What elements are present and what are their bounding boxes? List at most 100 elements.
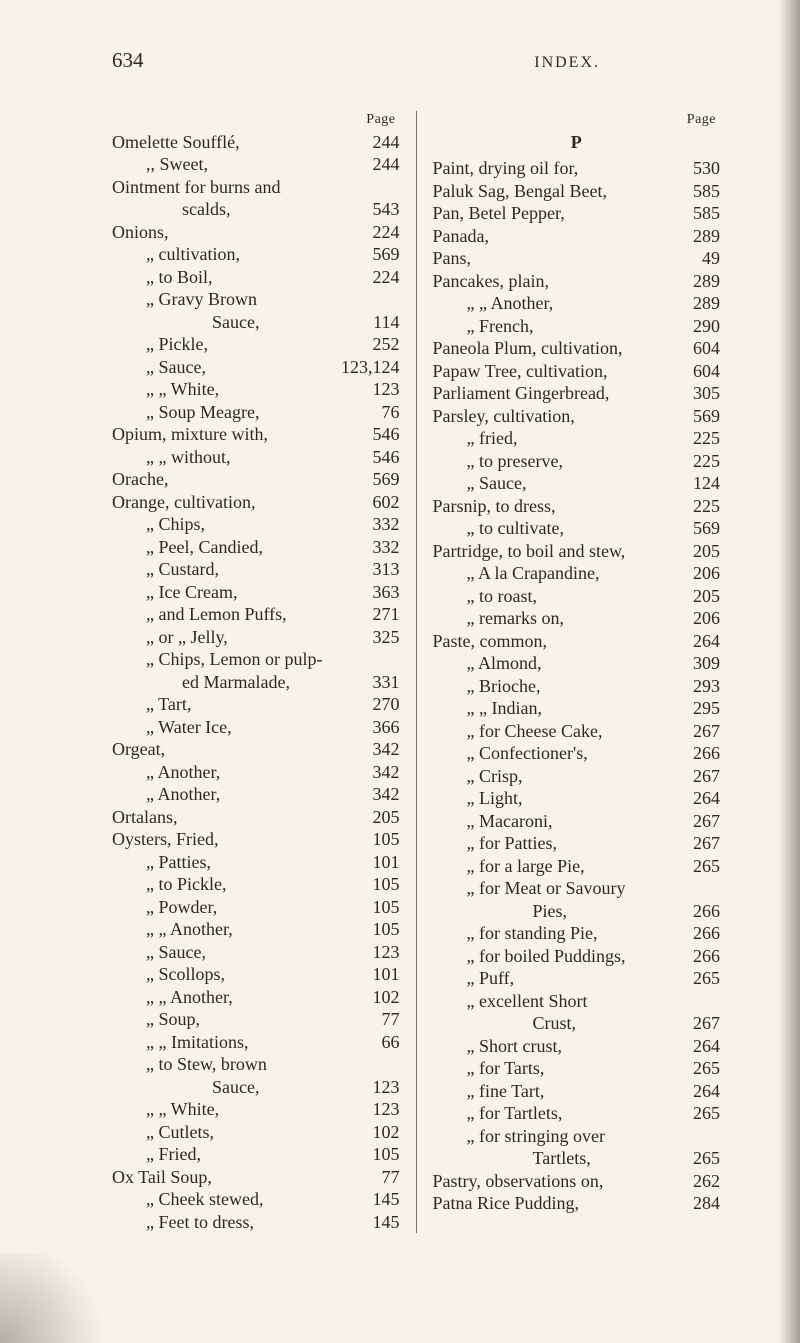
entry-label: Parsley, cultivation, [433, 405, 681, 428]
entry-label: „ Almond, [433, 652, 681, 675]
entry-label: Pans, [433, 247, 681, 270]
entry-label: „ Peel, Candied, [112, 536, 360, 559]
entry-page: 105 [360, 828, 400, 851]
entry-label: „ for stringing over [433, 1125, 681, 1148]
entry-page: 101 [360, 963, 400, 986]
entry-label: „ Powder, [112, 896, 360, 919]
index-entry: „ Patties,101 [112, 851, 400, 874]
entry-label: Omelette Soufflé, [112, 131, 360, 154]
entry-label: „ Macaroni, [433, 810, 681, 833]
entry-label: Paint, drying oil for, [433, 157, 681, 180]
index-entry: Ortalans,205 [112, 806, 400, 829]
index-entry: „ to Stew, brown [112, 1053, 400, 1076]
index-entry: „ and Lemon Puffs,271 [112, 603, 400, 626]
index-entry: Pan, Betel Pepper,585 [433, 202, 721, 225]
entry-label: „ A la Crapandine, [433, 562, 681, 585]
entry-page: 290 [680, 315, 720, 338]
index-entry: „ for standing Pie,266 [433, 922, 721, 945]
index-entry: „ Fried,105 [112, 1143, 400, 1166]
index-entry: Parsnip, to dress,225 [433, 495, 721, 518]
entry-page: 569 [360, 243, 400, 266]
index-entry: Oysters, Fried,105 [112, 828, 400, 851]
entry-page: 77 [360, 1008, 400, 1031]
entry-page: 530 [680, 157, 720, 180]
entry-label: „ for a large Pie, [433, 855, 681, 878]
entry-label: Orgeat, [112, 738, 360, 761]
index-entry: „ to preserve,225 [433, 450, 721, 473]
entry-label: scalds, [112, 198, 360, 221]
index-entry: „ Crisp,267 [433, 765, 721, 788]
entry-label: „ Custard, [112, 558, 360, 581]
entry-label: „ Soup Meagre, [112, 401, 360, 424]
entry-page: 123,124 [335, 356, 400, 379]
entry-label: „ „ Imitations, [112, 1031, 360, 1054]
entry-label: „ Sauce, [433, 472, 681, 495]
entry-label: Pies, [433, 900, 681, 923]
entry-label: Oysters, Fried, [112, 828, 360, 851]
index-entry: „ „ Imitations,66 [112, 1031, 400, 1054]
entry-page: 543 [360, 198, 400, 221]
index-entry: „ for Tartlets,265 [433, 1102, 721, 1125]
index-entry: „ Gravy Brown [112, 288, 400, 311]
entry-page: 332 [360, 513, 400, 536]
index-entry: Paneola Plum, cultivation,604 [433, 337, 721, 360]
entry-label: „ „ Another, [433, 292, 681, 315]
entry-page: 205 [680, 585, 720, 608]
index-label: INDEX. [534, 54, 600, 72]
entry-label: Orache, [112, 468, 360, 491]
entry-page: 271 [360, 603, 400, 626]
entry-label: „ Water Ice, [112, 716, 360, 739]
entry-page: 267 [680, 832, 720, 855]
entry-label: „ for boiled Puddings, [433, 945, 681, 968]
entry-label: „ Cheek stewed, [112, 1188, 360, 1211]
entry-page: 342 [360, 738, 400, 761]
entry-label: „ Soup, [112, 1008, 360, 1031]
index-entry: Pans,49 [433, 247, 721, 270]
entry-page: 105 [360, 918, 400, 941]
entry-page: 293 [680, 675, 720, 698]
entry-page: 76 [360, 401, 400, 424]
page: 634 INDEX. Page Omelette Soufflé,244,, S… [0, 0, 800, 1343]
entry-page: 331 [360, 671, 400, 694]
entry-label: Patna Rice Pudding, [433, 1192, 681, 1215]
index-entry: „ Confectioner's,266 [433, 742, 721, 765]
index-entry: „ French,290 [433, 315, 721, 338]
entry-page: 602 [360, 491, 400, 514]
entry-page: 569 [360, 468, 400, 491]
entry-label: Panada, [433, 225, 681, 248]
index-entry: Orache,569 [112, 468, 400, 491]
index-entry: Paluk Sag, Bengal Beet,585 [433, 180, 721, 203]
index-entry: ed Marmalade,331 [112, 671, 400, 694]
entry-label: „ Ice Cream, [112, 581, 360, 604]
entry-label: „ or „ Jelly, [112, 626, 360, 649]
index-entry: „ Pickle,252 [112, 333, 400, 356]
entry-label: „ „ Indian, [433, 697, 681, 720]
entry-label: „ Gravy Brown [112, 288, 360, 311]
entry-label: Pancakes, plain, [433, 270, 681, 293]
entry-page: 262 [680, 1170, 720, 1193]
entry-label: Crust, [433, 1012, 681, 1035]
entry-label: „ to Boil, [112, 266, 360, 289]
index-entry: „ for Patties,267 [433, 832, 721, 855]
entry-page: 267 [680, 720, 720, 743]
index-entry: „ Another,342 [112, 783, 400, 806]
entry-page: 289 [680, 292, 720, 315]
entry-page: 114 [360, 311, 400, 334]
entry-page: 225 [680, 450, 720, 473]
index-entry: Parliament Gingerbread,305 [433, 382, 721, 405]
entry-label: „ to Stew, brown [112, 1053, 360, 1076]
entry-label: Onions, [112, 221, 360, 244]
entry-page: 265 [680, 1057, 720, 1080]
entry-page: 206 [680, 607, 720, 630]
index-entry: „ for a large Pie,265 [433, 855, 721, 878]
page-header: 634 INDEX. [112, 48, 720, 73]
entry-page: 66 [360, 1031, 400, 1054]
entry-label: „ to roast, [433, 585, 681, 608]
entry-page: 289 [680, 225, 720, 248]
index-entry: „ A la Crapandine,206 [433, 562, 721, 585]
index-entry: „ Feet to dress,145 [112, 1211, 400, 1234]
entry-label: „ Chips, [112, 513, 360, 536]
index-entry: „ to roast,205 [433, 585, 721, 608]
index-entry: Parsley, cultivation,569 [433, 405, 721, 428]
index-entry: Orgeat,342 [112, 738, 400, 761]
